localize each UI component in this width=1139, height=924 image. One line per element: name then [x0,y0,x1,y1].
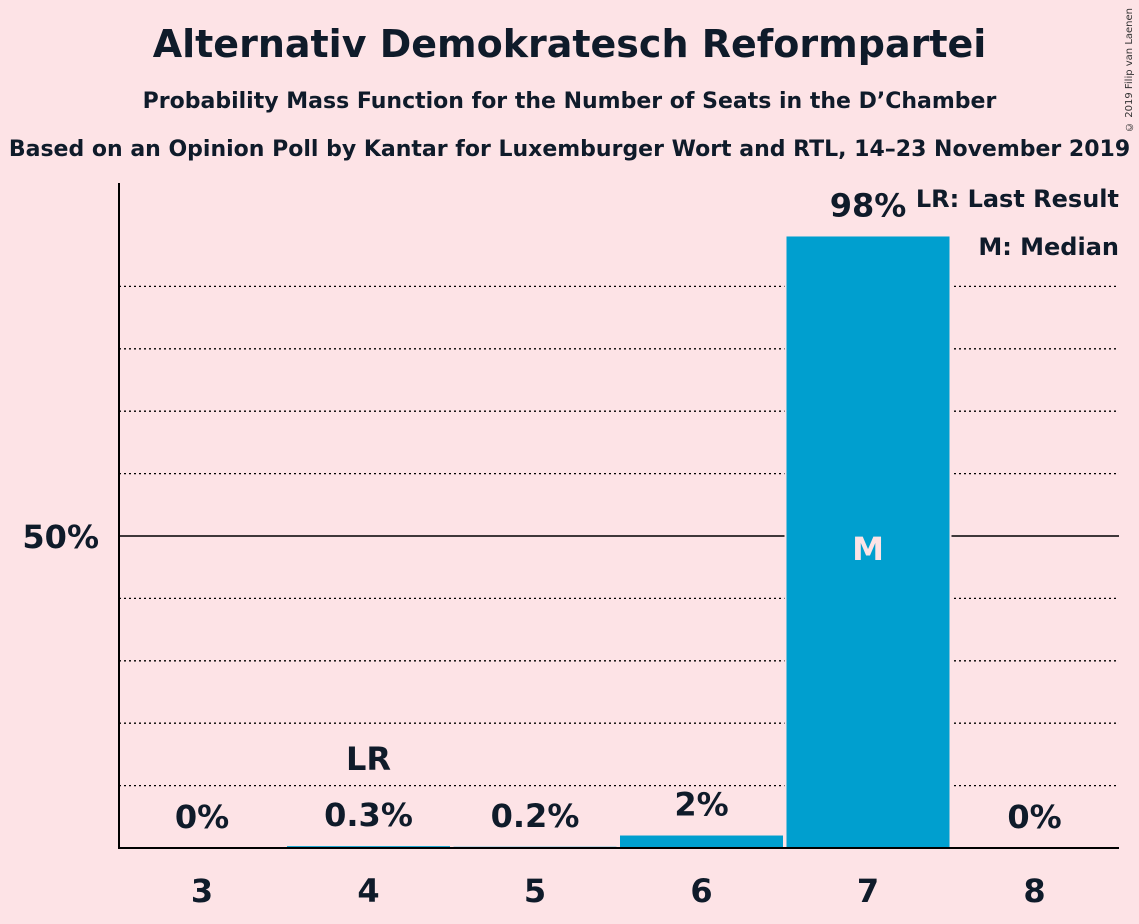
x-tick-label: 6 [690,872,712,910]
bar [786,236,950,849]
bar-value-label: 2% [674,786,728,824]
x-tick-label: 7 [857,872,879,910]
median-marker: M [852,530,884,568]
bar-value-label: 0.2% [491,797,580,835]
bar [620,835,783,848]
chart-subtitle: Probability Mass Function for the Number… [142,89,997,114]
chart-source: Based on an Opinion Poll by Kantar for L… [8,137,1131,162]
x-tick-label: 4 [357,872,379,910]
legend-median: M: Median [978,233,1119,261]
y-tick-label: 50% [22,518,99,556]
x-tick-label: 5 [524,872,546,910]
last-result-marker: LR [346,740,391,778]
bar-value-label: 0% [1007,798,1061,836]
x-tick-label: 3 [191,872,213,910]
chart-title: Alternativ Demokratesch Reformpartei [152,22,987,66]
bar-halo [285,843,452,848]
bar-value-label: 0% [175,798,229,836]
bar-halo [451,843,619,848]
x-tick-label: 8 [1023,872,1045,910]
legend-last-result: LR: Last Result [915,185,1119,213]
bar-value-label: 0.3% [324,796,413,834]
bar-value-label: 98% [830,186,907,224]
